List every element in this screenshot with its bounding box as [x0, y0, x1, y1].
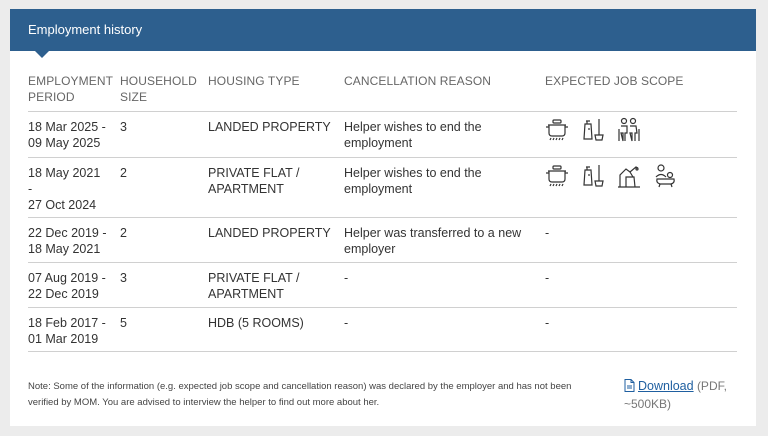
employment-history-card: Employment history EMPLOYMENT PERIOD HOU…	[10, 9, 756, 426]
pdf-file-icon	[624, 379, 635, 396]
housing-cell: PRIVATE FLAT / APARTMENT	[208, 271, 300, 301]
household-cell: 3	[120, 271, 127, 285]
cooking-icon	[544, 163, 570, 194]
child-care-icon	[652, 163, 678, 194]
download-meta: (PDF, ~500KB)	[624, 379, 727, 411]
download-section: Download (PDF, ~500KB)	[624, 378, 749, 412]
divider	[28, 262, 737, 263]
reason-cell: Helper was transferred to a new employer	[344, 226, 522, 256]
divider	[28, 307, 737, 308]
household-cell: 2	[120, 166, 127, 180]
card-title: Employment history	[28, 22, 143, 37]
housing-cell: HDB (5 ROOMS)	[208, 316, 304, 330]
reason-cell: -	[344, 316, 349, 330]
divider	[28, 157, 737, 158]
job-scope-cell: -	[545, 226, 550, 240]
cooking-icon	[544, 117, 570, 148]
period-start: 18 Mar 2025 -	[28, 120, 106, 134]
period-end: 22 Dec 2019	[28, 287, 99, 301]
period-end: 27 Oct 2024	[28, 198, 97, 212]
period-separator: -	[28, 182, 33, 196]
disclaimer-note: Note: Some of the information (e.g. expe…	[28, 381, 572, 408]
period-cell: 18 Mar 2025 - 09 May 2025	[28, 119, 118, 151]
period-cell: 18 Feb 2017 - 01 Mar 2019	[28, 315, 118, 347]
reason-cell: Helper wishes to end the employment	[344, 166, 482, 196]
housing-cell: LANDED PROPERTY	[208, 120, 331, 134]
cleaning-icon	[580, 163, 606, 194]
household-cell: 2	[120, 226, 127, 240]
cleaning-icon	[580, 117, 606, 148]
housing-cell: PRIVATE FLAT / APARTMENT	[208, 166, 300, 196]
period-cell: 07 Aug 2019 - 22 Dec 2019	[28, 270, 118, 302]
period-end: 18 May 2021	[28, 242, 101, 256]
divider	[28, 217, 737, 218]
col-employment-period: EMPLOYMENT PERIOD	[28, 74, 113, 104]
period-start: 18 Feb 2017 -	[28, 316, 106, 330]
col-housing-type: HOUSING TYPE	[208, 74, 300, 88]
job-scope-icons	[544, 163, 678, 194]
reason-cell: -	[344, 271, 349, 285]
household-cell: 3	[120, 120, 127, 134]
divider	[28, 351, 737, 352]
job-scope-icons	[544, 117, 642, 148]
col-cancellation-reason: CANCELLATION REASON	[344, 74, 492, 88]
download-link[interactable]: Download	[638, 379, 694, 393]
period-end: 01 Mar 2019	[28, 332, 99, 346]
header-notch	[35, 51, 49, 58]
divider	[28, 111, 737, 112]
period-cell: 18 May 2021 - 27 Oct 2024	[28, 165, 118, 213]
job-scope-cell: -	[545, 271, 550, 285]
period-cell: 22 Dec 2019 - 18 May 2021	[28, 225, 118, 257]
household-cell: 5	[120, 316, 127, 330]
card-header: Employment history	[10, 9, 756, 58]
elderly-care-icon	[616, 117, 642, 148]
period-start: 22 Dec 2019 -	[28, 226, 107, 240]
period-start: 18 May 2021	[28, 166, 101, 180]
reason-cell: Helper wishes to end the employment	[344, 120, 482, 150]
period-start: 07 Aug 2019 -	[28, 271, 106, 285]
col-household-size: HOUSEHOLD SIZE	[120, 74, 197, 104]
period-end: 09 May 2025	[28, 136, 101, 150]
pet-care-icon	[616, 163, 642, 194]
col-expected-job-scope: EXPECTED JOB SCOPE	[545, 74, 684, 88]
housing-cell: LANDED PROPERTY	[208, 226, 331, 240]
job-scope-cell: -	[545, 316, 550, 330]
